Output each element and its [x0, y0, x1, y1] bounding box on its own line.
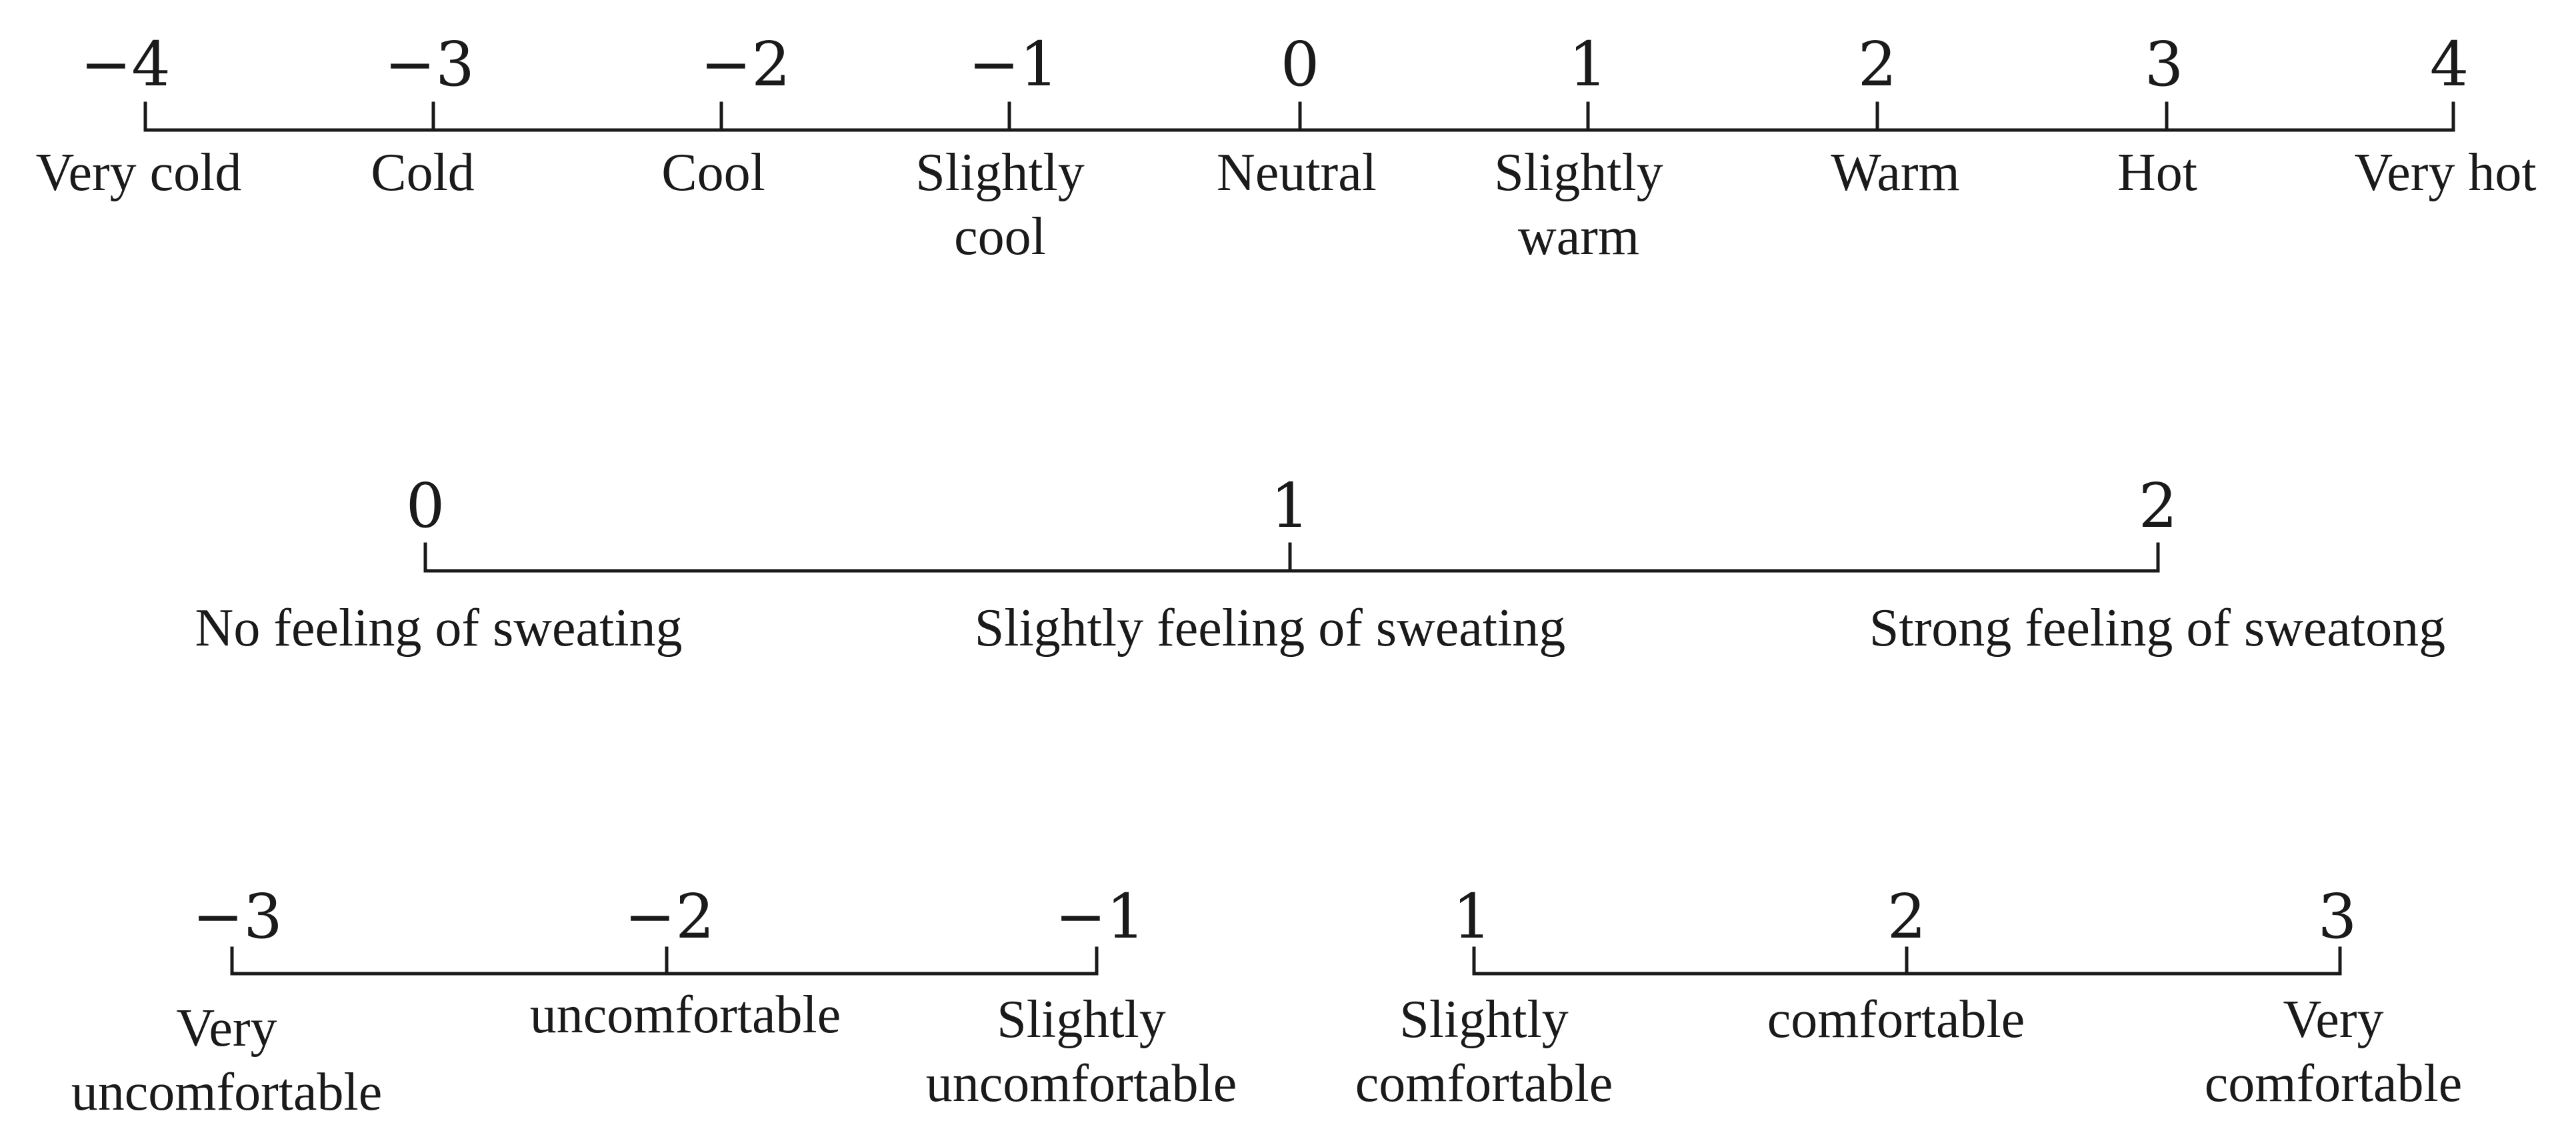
sweating-feeling-tick-label: Slightly feeling of sweating — [975, 599, 1566, 658]
discomfort-tick-label: Very — [176, 999, 277, 1058]
thermal-sensation-tick-value: −3 — [384, 29, 475, 100]
discomfort-tick-value: −2 — [624, 881, 715, 952]
comfort-scale: 1Slightlycomfortable2comfortable3Verycom… — [1355, 881, 2462, 1113]
sweating-feeling-tick-label: Strong feeling of sweatong — [1869, 599, 2445, 658]
sweating-feeling-tick-value: 2 — [2139, 470, 2178, 541]
thermal-sensation-tick-value: 1 — [1569, 29, 1608, 100]
thermal-sensation-tick-label: Cool — [661, 143, 765, 202]
thermal-sensation-tick-label: Cold — [371, 143, 475, 202]
comfort-tick-value: 2 — [1887, 881, 1927, 952]
discomfort-tick-label: uncomfortable — [71, 1063, 382, 1122]
comfort-tick-label: comfortable — [2205, 1054, 2462, 1113]
thermal-sensation-tick-label: cool — [954, 207, 1046, 266]
thermal-sensation-tick-label: Slightly — [915, 143, 1084, 202]
discomfort-tick-value: −3 — [192, 881, 283, 952]
discomfort-tick-label: uncomfortable — [530, 986, 841, 1044]
thermal-sensation-tick-value: 2 — [1858, 29, 1897, 100]
comfort-tick-label: Very — [2283, 990, 2383, 1049]
thermal-sensation-tick-value: −2 — [700, 29, 791, 100]
comfort-tick-label: comfortable — [1767, 990, 2025, 1049]
thermal-sensation-tick-label: Very cold — [36, 143, 242, 202]
thermal-sensation-tick-value: −1 — [968, 29, 1059, 100]
thermal-sensation-tick-label: warm — [1518, 207, 1639, 266]
sweating-feeling-tick-value: 1 — [1271, 470, 1310, 541]
thermal-sensation-tick-label: Hot — [2117, 143, 2197, 202]
comfort-tick-label: comfortable — [1355, 1054, 1613, 1113]
sweating-feeling-tick-label: No feeling of sweating — [195, 599, 683, 658]
comfort-tick-value: 3 — [2318, 881, 2357, 952]
thermal-sensation-tick-value: −4 — [80, 29, 171, 100]
thermal-sensation-tick-label: Very hot — [2354, 143, 2536, 202]
thermal-sensation-tick-label: Neutral — [1217, 143, 1377, 202]
thermal-sensation-tick-value: 0 — [1281, 29, 1320, 100]
discomfort-tick-label: uncomfortable — [926, 1054, 1237, 1113]
thermal-sensation-tick-value: 4 — [2430, 29, 2469, 100]
thermal-sensation-tick-value: 3 — [2145, 29, 2184, 100]
discomfort-tick-value: −1 — [1055, 881, 1145, 952]
sweating-feeling-scale: 0 No feeling of sweating 1 Slightly feeling… — [195, 470, 2446, 658]
discomfort-scale: −3Veryuncomfortable−2uncomfortable−1Slig… — [71, 881, 1237, 1122]
sweating-feeling-tick-value: 0 — [406, 470, 445, 541]
discomfort-tick-label: Slightly — [997, 990, 1165, 1049]
thermal-sensation-tick-label: Slightly — [1494, 143, 1663, 202]
comfort-tick-value: 1 — [1453, 881, 1492, 952]
thermal-sensation-tick-label: Warm — [1831, 143, 1959, 202]
comfort-tick-label: Slightly — [1399, 990, 1568, 1049]
